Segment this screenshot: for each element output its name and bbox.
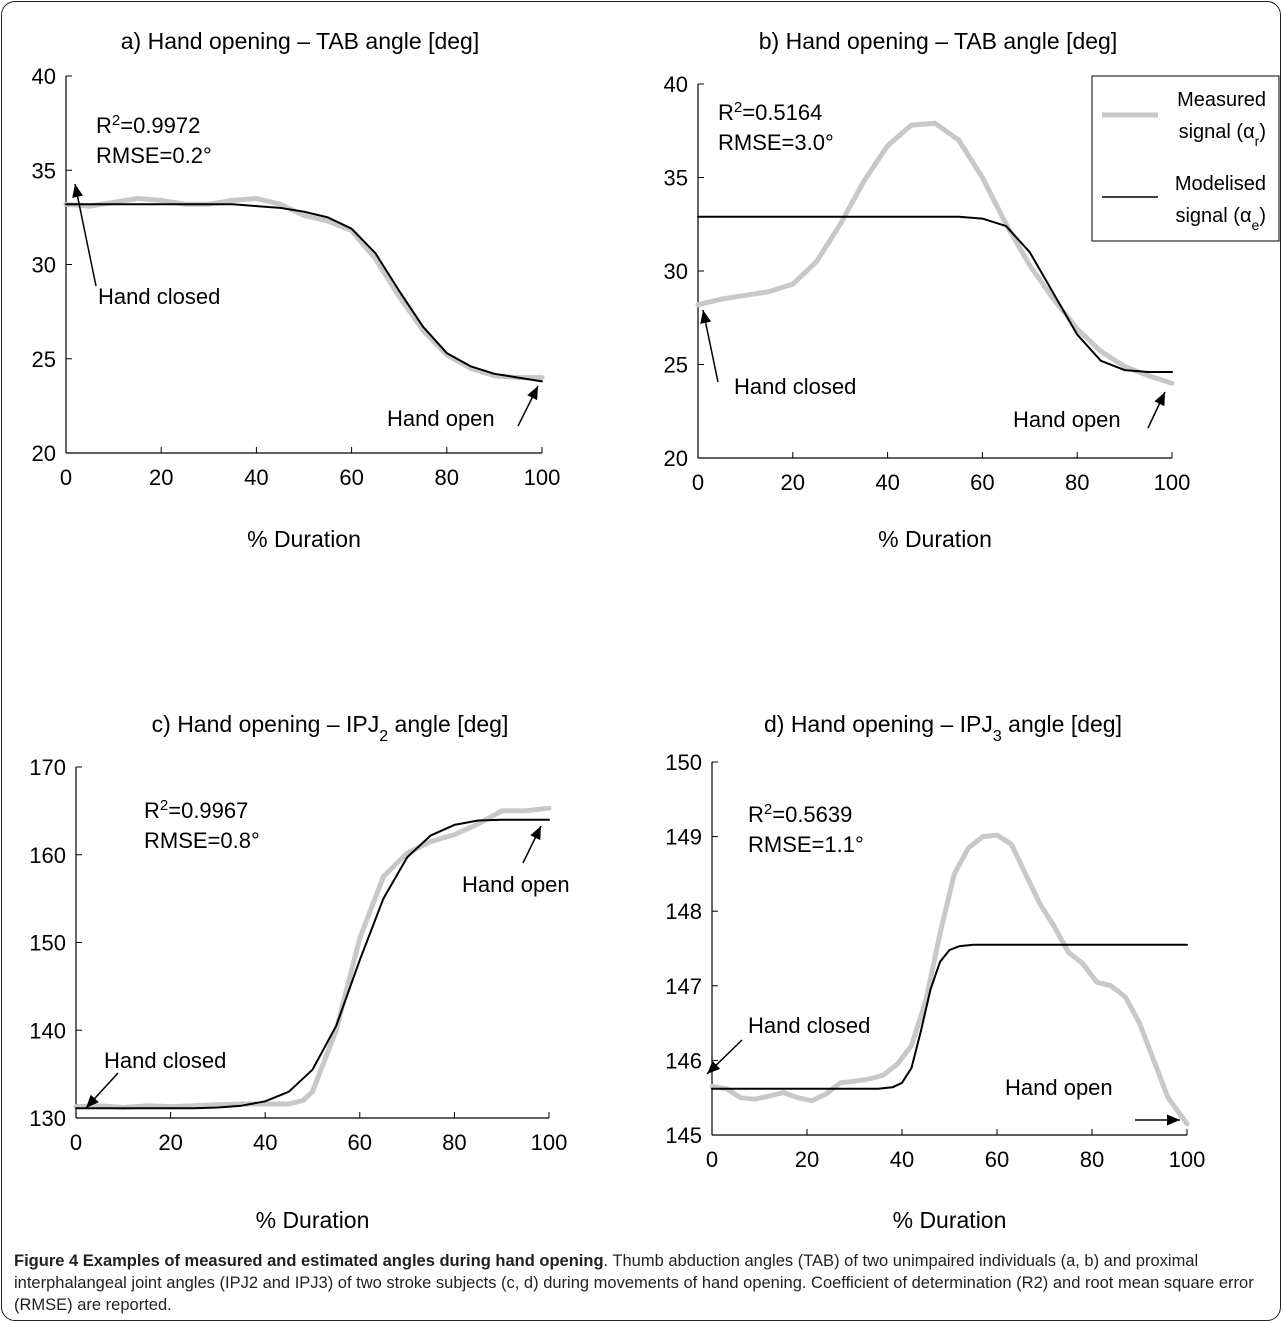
modelised-signal-line [697, 215, 1173, 373]
x-tick-label: 20 [795, 1147, 819, 1172]
y-tick-label: 149 [665, 825, 702, 850]
hand-closed-label: Hand closed [748, 1013, 870, 1038]
r-squared-label: R2=0.9967 [144, 797, 248, 824]
rmse-label: RMSE=0.2° [96, 143, 212, 168]
x-tick-label: 40 [875, 470, 899, 495]
hand-open-arrow-head [1167, 1114, 1180, 1126]
y-tick-label: 160 [29, 843, 66, 868]
hand-open-arrow-head [527, 386, 538, 401]
x-tick-label: 60 [970, 470, 994, 495]
x-tick-label: 100 [524, 465, 561, 490]
measured-signal-line [63, 196, 545, 381]
legend-box [1091, 75, 1280, 242]
x-tick-label: 80 [1065, 470, 1089, 495]
x-tick-label: 20 [781, 470, 805, 495]
measured-signal-line [695, 120, 1175, 386]
hand-closed-arrow-head [86, 1094, 99, 1108]
chart-title: c) Hand opening – IPJ2 angle [deg] [152, 711, 509, 745]
x-tick-label: 40 [253, 1130, 277, 1155]
hand-closed-arrow-head [700, 310, 712, 324]
figure-caption: Figure 4 Examples of measured and estima… [14, 1250, 1270, 1316]
modelised-signal-line [75, 818, 550, 1110]
x-tick-label: 80 [442, 1130, 466, 1155]
y-tick-label: 40 [32, 64, 56, 89]
chart-panel-c: 0 20 40 60 80 100 130 140 150 160 170 c) Hand openi… [29, 711, 569, 1233]
x-tick-label: 100 [531, 1130, 568, 1155]
y-tick-label: 35 [32, 158, 56, 183]
y-tick-label: 146 [665, 1048, 702, 1073]
y-tick-label: 150 [665, 750, 702, 775]
x-tick-label: 40 [890, 1147, 914, 1172]
hand-closed-arrow-head [72, 184, 84, 198]
x-tick-label: 0 [692, 470, 704, 495]
r-squared-label: R2=0.5639 [748, 801, 852, 828]
x-tick-label: 100 [1154, 470, 1191, 495]
hand-closed-label: Hand closed [104, 1048, 226, 1073]
x-tick-label: 0 [60, 465, 72, 490]
hand-closed-label: Hand closed [734, 374, 856, 399]
modelised-signal-line [711, 943, 1188, 1090]
x-tick-label: 60 [339, 465, 363, 490]
y-tick-label: 148 [665, 899, 702, 924]
x-tick-label: 100 [1169, 1147, 1206, 1172]
chart-title: b) Hand opening – TAB angle [deg] [759, 28, 1117, 54]
x-axis-label: % Duration [256, 1207, 370, 1233]
measured-signal-line [709, 832, 1190, 1127]
chart-title: a) Hand opening – TAB angle [deg] [121, 28, 479, 54]
rmse-label: RMSE=3.0° [718, 130, 834, 155]
y-tick-label: 20 [32, 441, 56, 466]
hand-closed-arrow-head [707, 1060, 721, 1074]
y-tick-label: 170 [29, 755, 66, 780]
hand-open-label: Hand open [1005, 1075, 1113, 1100]
chart-title: d) Hand opening – IPJ3 angle [deg] [764, 711, 1122, 745]
x-tick-label: 0 [70, 1130, 82, 1155]
hand-open-arrow-head [530, 826, 541, 841]
x-tick-label: 20 [149, 465, 173, 490]
x-tick-label: 40 [244, 465, 268, 490]
y-tick-label: 140 [29, 1018, 66, 1043]
x-tick-label: 80 [435, 465, 459, 490]
y-tick-label: 40 [664, 72, 688, 97]
hand-open-label: Hand open [387, 406, 495, 431]
y-tick-label: 35 [664, 166, 688, 191]
caption-title: Figure 4 Examples of measured and estima… [14, 1252, 604, 1270]
caption-text: . Thumb abduction angles (TAB) of two un… [14, 1252, 1254, 1314]
x-tick-label: 60 [348, 1130, 372, 1155]
y-tick-label: 30 [32, 253, 56, 278]
x-tick-label: 20 [158, 1130, 182, 1155]
y-tick-label: 147 [665, 974, 702, 999]
modelised-signal-line [65, 203, 543, 383]
y-tick-label: 130 [29, 1106, 66, 1131]
y-tick-label: 20 [664, 446, 688, 471]
x-axis-label: % Duration [893, 1207, 1007, 1233]
hand-closed-arrow-shaft [74, 183, 97, 287]
hand-open-label: Hand open [1013, 407, 1121, 432]
legend-modelised-line1: Modelised [1175, 173, 1266, 195]
y-tick-label: 25 [664, 353, 688, 378]
y-tick-label: 30 [664, 259, 688, 284]
r-squared-label: R2=0.9972 [96, 112, 200, 139]
x-tick-label: 80 [1080, 1147, 1104, 1172]
y-tick-label: 145 [665, 1123, 702, 1148]
x-axis-label: % Duration [878, 526, 992, 552]
hand-open-arrow-head [1154, 392, 1165, 407]
chart-panel-d: 0 20 40 60 80 100 145 146 147 148 149 150 d) Hand op… [665, 711, 1205, 1233]
x-tick-label: 60 [985, 1147, 1009, 1172]
x-tick-label: 0 [706, 1147, 718, 1172]
rmse-label: RMSE=0.8° [144, 828, 260, 853]
hand-closed-label: Hand closed [98, 284, 220, 309]
y-tick-label: 25 [32, 347, 56, 372]
legend-measured-line1: Measured [1177, 89, 1266, 111]
y-tick-label: 150 [29, 931, 66, 956]
rmse-label: RMSE=1.1° [748, 832, 864, 857]
x-axis-label: % Duration [247, 526, 361, 552]
r-squared-label: R2=0.5164 [718, 99, 822, 126]
measured-signal-line [73, 805, 552, 1110]
hand-open-label: Hand open [462, 872, 570, 897]
